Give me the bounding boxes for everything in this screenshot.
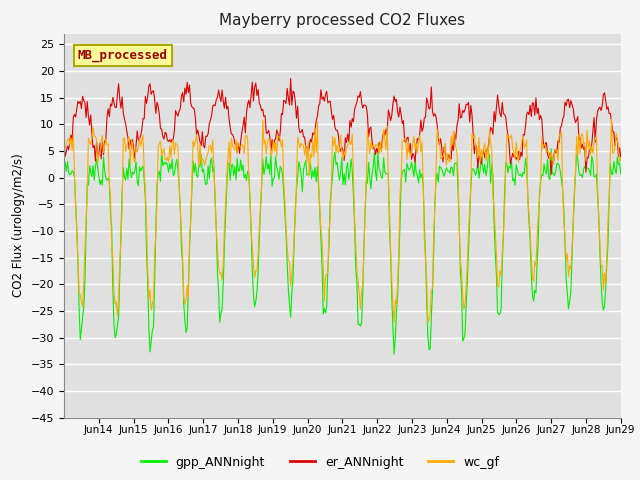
Y-axis label: CO2 Flux (urology/m2/s): CO2 Flux (urology/m2/s) (12, 154, 25, 298)
Title: Mayberry processed CO2 Fluxes: Mayberry processed CO2 Fluxes (220, 13, 465, 28)
Text: MB_processed: MB_processed (78, 49, 168, 62)
Legend: gpp_ANNnight, er_ANNnight, wc_gf: gpp_ANNnight, er_ANNnight, wc_gf (136, 451, 504, 474)
